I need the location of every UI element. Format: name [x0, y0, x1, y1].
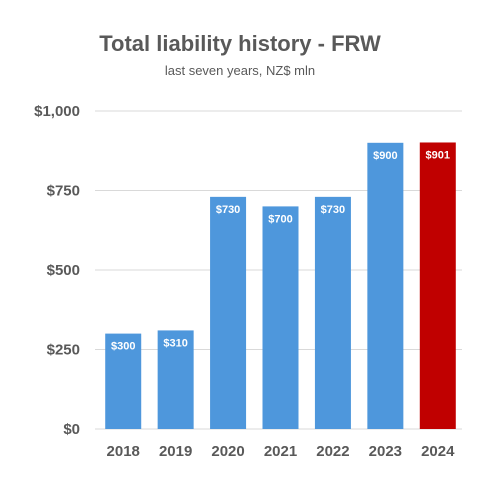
x-tick-label: 2023 — [369, 443, 402, 460]
x-tick-label: 2018 — [107, 443, 140, 460]
data-label: $901 — [426, 149, 450, 161]
y-tick-label: $750 — [47, 183, 80, 200]
bar — [157, 330, 194, 429]
bar — [314, 196, 351, 429]
x-tick-label: 2021 — [264, 443, 297, 460]
chart-title: Total liability history - FRW — [99, 31, 381, 56]
y-tick-label: $250 — [47, 342, 80, 359]
chart-subtitle: last seven years, NZ$ mln — [164, 63, 316, 78]
x-tick-label: 2024 — [421, 443, 455, 460]
data-label: $730 — [216, 204, 240, 216]
bar — [419, 142, 456, 429]
x-tick-label: 2020 — [211, 443, 244, 460]
data-label: $700 — [268, 213, 292, 225]
bar — [262, 206, 299, 429]
bar — [105, 333, 142, 429]
y-tick-label: $500 — [47, 262, 80, 279]
data-label: $900 — [373, 150, 397, 162]
x-tick-label: 2022 — [316, 443, 349, 460]
data-label: $300 — [111, 341, 135, 353]
y-tick-label: $0 — [63, 421, 80, 438]
y-tick-label: $1,000 — [34, 103, 80, 120]
bar — [210, 196, 247, 429]
bar — [367, 142, 404, 430]
x-tick-label: 2019 — [159, 443, 192, 460]
data-label: $730 — [321, 204, 345, 216]
data-label: $310 — [163, 337, 187, 349]
